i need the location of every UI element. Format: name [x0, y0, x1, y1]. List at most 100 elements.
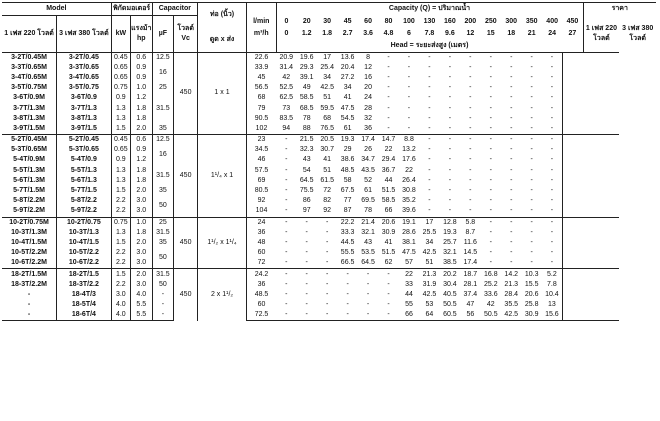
head-value: -: [387, 290, 390, 298]
model-3phase: 18-4T/3: [56, 289, 112, 300]
head-value: 16: [364, 73, 372, 81]
kw-value: 4.0: [110, 300, 131, 311]
head-value: -: [469, 73, 472, 81]
head-value: 22.2: [337, 216, 358, 228]
head-value: 59.5: [320, 104, 334, 112]
model-1phase: 3-5T/0.75M: [11, 84, 47, 92]
head-value: -: [448, 166, 452, 174]
model-1phase: 10-2T/0.75M: [2, 216, 57, 228]
head-value: 39.6: [402, 207, 416, 215]
head-value: 17.6: [402, 156, 416, 164]
head-value: 33.9: [245, 62, 277, 73]
head-value: -: [460, 134, 481, 146]
head-value: -: [428, 187, 431, 195]
head-value: -: [366, 290, 370, 298]
table-row: -18-6T/4 4.0 5.5-72.5- - - - - -66 64 60.5 56 50.5 4…: [2, 310, 656, 322]
head-value: -: [285, 166, 288, 174]
head-value: -: [387, 94, 390, 102]
model-3phase: 18-6T/4: [56, 310, 112, 322]
volt-value: 450: [173, 134, 198, 217]
head-value: -: [469, 84, 472, 92]
model-3phase: 10-3T/1.3: [56, 227, 112, 238]
head-value: 25.4: [320, 63, 334, 71]
head-value: -: [550, 84, 554, 92]
head-value: -: [448, 124, 452, 132]
head-value: 72.5: [245, 310, 277, 322]
price-1phase: [561, 279, 583, 290]
kw-value: 0.45: [110, 51, 131, 63]
model-1phase: -: [27, 290, 31, 298]
table-row: 5-2T/0.45M 5-2T/0.45 0.45 0.6 12.5 450 1¹/₄ x …: [2, 134, 656, 217]
head-value: 53.5: [361, 249, 375, 257]
head-value: -: [285, 280, 288, 288]
head-value: 51.5: [381, 249, 396, 257]
head-value: -: [510, 94, 513, 102]
volt-value: 450: [173, 51, 198, 135]
uf-value: 50: [151, 279, 174, 290]
uf-value: -: [151, 310, 174, 322]
head-value: 30.9: [381, 228, 396, 236]
kw-value: 2.2: [110, 248, 131, 259]
head-value: -: [550, 63, 554, 71]
head-value: -: [550, 73, 554, 81]
head-value: 51: [323, 94, 332, 102]
head-value: -: [489, 228, 492, 236]
head-value: -: [550, 259, 554, 267]
table-row: 5-4T/0.9M 5-4T/0.9 0.9 1.2 46-43 41 38.6 34.7 29…: [2, 155, 656, 166]
head-value: 76.5: [320, 124, 334, 132]
head-value: 61.5: [320, 176, 334, 184]
volt-header: โวลต์ Vc: [173, 15, 198, 52]
head-value: 20: [364, 84, 372, 92]
phase1-header: 1 เฟส 220 โวลต์: [4, 29, 54, 37]
head-value: -: [428, 197, 431, 205]
head-value: 67.5: [340, 187, 355, 195]
head-value: 17.4: [463, 259, 478, 267]
head-value: 47: [466, 301, 475, 309]
lmin-100: 100: [403, 17, 415, 25]
head-value: 34: [343, 84, 352, 92]
head-value: -: [378, 268, 399, 280]
head-value: -: [469, 94, 472, 102]
head-value: -: [296, 216, 317, 228]
head-value: 46: [245, 155, 277, 166]
head-value: 64.5: [299, 176, 314, 184]
model-3phase: 3-4T/0.65: [56, 72, 112, 84]
price-1phase: [561, 185, 583, 197]
head-value: -: [550, 166, 554, 174]
head-value: 62: [384, 259, 393, 267]
head-value: -: [448, 63, 452, 71]
head-value: -: [550, 207, 554, 215]
head-value: -: [325, 249, 329, 257]
head-value: 102: [245, 123, 277, 135]
hp-value: 0.9: [130, 62, 153, 73]
head-value: -: [448, 73, 452, 81]
head-value: -: [305, 280, 308, 288]
head-value: 47.5: [402, 249, 416, 257]
pipe-io-header: ดูด x ส่ง: [197, 27, 247, 52]
lmin-350: 350: [525, 17, 538, 25]
table-row: 3-3T/0.65M 3-3T/0.65 0.65 0.9 16 33.9 31.4 29.3…: [2, 62, 656, 84]
head-value: -: [489, 197, 492, 205]
head-value: 30.4: [443, 280, 457, 288]
head-value: -: [407, 84, 411, 92]
hp-value: 5.5: [130, 300, 153, 311]
head-value: -: [510, 63, 513, 71]
model-1phase: 5-4T/0.9M: [13, 156, 45, 164]
price-3phase: [583, 248, 619, 258]
head-value: 42.5: [422, 290, 437, 298]
model-1phase: 3-2T/0.45M: [2, 51, 57, 63]
hp-value: 1.2: [130, 155, 153, 166]
hp-value: 1.8: [130, 103, 153, 114]
head-value: -: [325, 259, 329, 267]
price-1phase: [561, 62, 583, 73]
price-1phase: [561, 258, 583, 269]
head-value: 36: [364, 124, 372, 132]
kw-value: 2.2: [110, 206, 131, 217]
m3h-0: 0: [275, 27, 297, 40]
price-3phase: [583, 114, 619, 124]
head-value: 27.2: [340, 73, 355, 81]
head-value: -: [550, 124, 554, 132]
capacitor-header: Capacitor: [151, 2, 198, 16]
price-1phase: [561, 72, 583, 84]
head-value: 20.4: [340, 63, 355, 71]
